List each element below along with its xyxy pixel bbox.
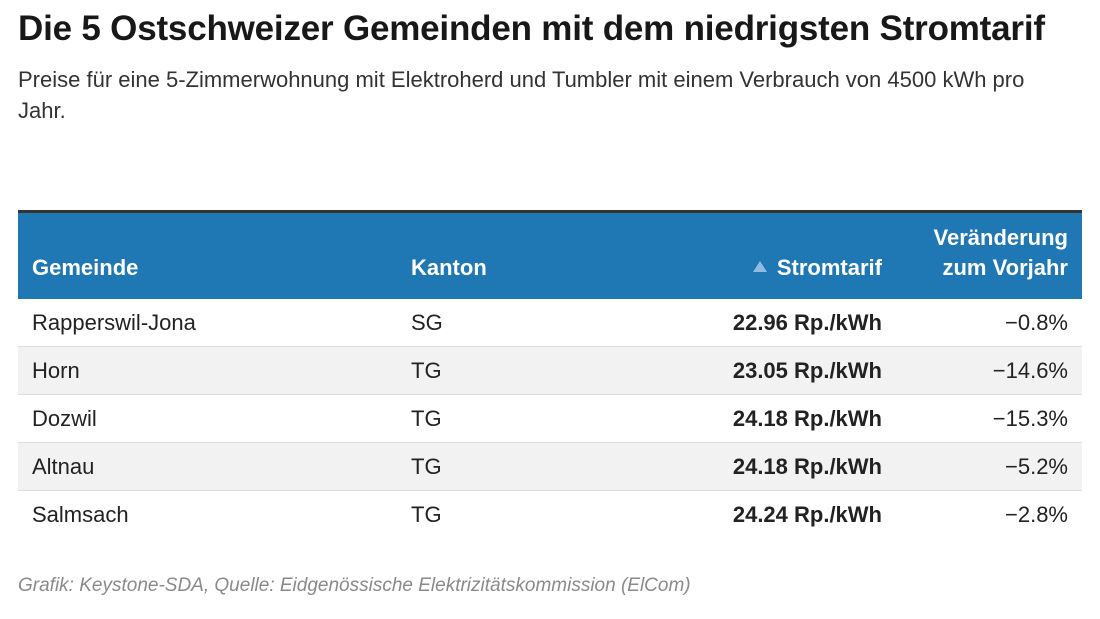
table-row: Salmsach TG 24.24 Rp./kWh −2.8% — [18, 490, 1082, 539]
cell-stromtarif: 24.18 Rp./kWh — [688, 394, 896, 443]
cell-stromtarif: 22.96 Rp./kWh — [732, 309, 882, 335]
column-header-gemeinde[interactable]: Gemeinde — [32, 254, 139, 280]
cell-kanton: SG — [411, 309, 443, 335]
cell-veraenderung: −5.2% — [896, 442, 1082, 491]
cell-kanton: TG — [397, 442, 688, 491]
column-header-stromtarif-label: Stromtarif — [776, 254, 882, 280]
column-header-veraenderung[interactable]: Veränderung zum Vorjahr — [933, 224, 1068, 280]
chart-subtitle: Preise für eine 5-Zimmerwohnung mit Elek… — [18, 67, 1025, 123]
table-row: Altnau TG 24.18 Rp./kWh −5.2% — [18, 442, 1082, 491]
cell-gemeinde: Salmsach — [18, 490, 397, 539]
cell-veraenderung: −2.8% — [896, 490, 1082, 539]
cell-gemeinde: Horn — [18, 346, 397, 395]
cell-gemeinde: Rapperswil-Jona — [32, 309, 196, 335]
column-header-kanton[interactable]: Kanton — [411, 254, 487, 280]
cell-kanton: TG — [397, 346, 688, 395]
cell-kanton: TG — [397, 490, 688, 539]
sort-ascending-icon[interactable] — [752, 260, 767, 272]
table-header-row: Gemeinde Kanton Stromtarif Veränderung z… — [18, 211, 1082, 299]
chart-container: Die 5 Ostschweizer Gemeinden mit dem nie… — [18, 8, 1082, 596]
table-row: Dozwil TG 24.18 Rp./kWh −15.3% — [18, 394, 1082, 443]
data-table: Gemeinde Kanton Stromtarif Veränderung z… — [18, 210, 1082, 539]
cell-veraenderung: −14.6% — [896, 346, 1082, 395]
cell-veraenderung: −15.3% — [896, 394, 1082, 443]
cell-stromtarif: 24.24 Rp./kWh — [688, 490, 896, 539]
source-note: Grafik: Keystone-SDA, Quelle: Eidgenössi… — [18, 575, 691, 596]
cell-stromtarif: 24.18 Rp./kWh — [688, 442, 896, 491]
cell-gemeinde: Dozwil — [18, 394, 397, 443]
table-row: Rapperswil-Jona SG 22.96 Rp./kWh −0.8% — [18, 299, 1082, 347]
cell-kanton: TG — [397, 394, 688, 443]
cell-gemeinde: Altnau — [18, 442, 397, 491]
chart-title: Die 5 Ostschweizer Gemeinden mit dem nie… — [18, 9, 1045, 48]
cell-stromtarif: 23.05 Rp./kWh — [688, 346, 896, 395]
table-row: Horn TG 23.05 Rp./kWh −14.6% — [18, 346, 1082, 395]
cell-veraenderung: −0.8% — [1005, 309, 1068, 335]
column-header-stromtarif[interactable]: Stromtarif — [688, 212, 896, 299]
